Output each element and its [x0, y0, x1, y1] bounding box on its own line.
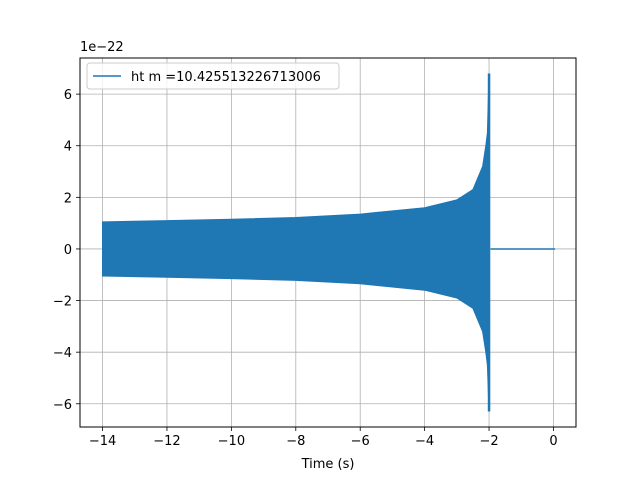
x-tick-label: −6	[351, 434, 370, 449]
y-axis: −6 −4 −2 0 2 4 6	[53, 88, 80, 413]
plot-area	[102, 73, 556, 412]
x-tick-label: −4	[415, 434, 434, 449]
y-offset-label: 1e−22	[80, 40, 124, 55]
x-axis: −14 −12 −10 −8 −6 −4 −2 0	[89, 427, 558, 449]
axes-frame	[79, 57, 577, 428]
x-tick-label: −8	[286, 434, 305, 449]
x-tick-label: −14	[89, 434, 116, 449]
y-tick-label: −6	[53, 398, 72, 413]
x-tick-label: −12	[153, 434, 180, 449]
y-tick-label: 6	[64, 88, 72, 103]
grid	[80, 58, 576, 427]
y-tick-label: −4	[53, 346, 72, 361]
y-tick-label: 0	[64, 243, 72, 258]
legend-entry: ht m =10.425513226713006	[131, 70, 321, 85]
x-axis-label: Time (s)	[301, 457, 355, 472]
legend: ht m =10.425513226713006	[86, 62, 340, 90]
y-tick-label: −2	[53, 295, 72, 310]
x-tick-label: 0	[549, 434, 557, 449]
y-tick-label: 2	[64, 191, 72, 206]
x-tick-label: −10	[218, 434, 245, 449]
y-tick-label: 4	[64, 140, 72, 155]
legend-box	[86, 62, 340, 90]
x-tick-label: −2	[479, 434, 498, 449]
